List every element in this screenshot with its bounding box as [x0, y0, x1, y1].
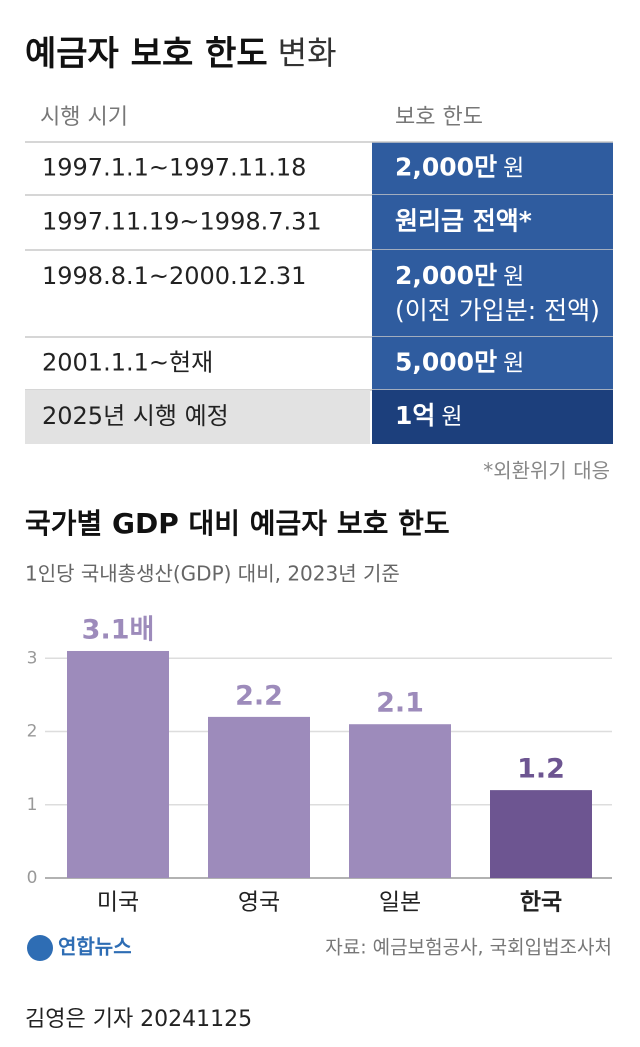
- logo-icon: [27, 935, 53, 961]
- title-bold: 예금자 보호 한도: [25, 34, 268, 74]
- value-label: 2.1: [376, 688, 424, 719]
- cell-bg: [372, 142, 613, 195]
- y-tick-label: 1: [27, 795, 38, 815]
- limit-bold: 1억: [395, 401, 435, 430]
- period: 2025년 시행 예정: [42, 402, 229, 430]
- limit-bold: 2,000만: [395, 261, 497, 290]
- period: 1997.11.19~1998.7.31: [42, 208, 322, 236]
- column-header: 보호 한도: [395, 105, 483, 130]
- table: 1997.1.1~1997.11.18 2,000만 원1997.11.19~199…: [25, 141, 613, 444]
- value-label: 2.2: [235, 680, 283, 711]
- note: *외환위기 대응: [483, 459, 610, 483]
- value-label: 3.1배: [82, 614, 155, 645]
- limit: 2,000만 원: [395, 153, 524, 182]
- x-tick-label: 한국: [520, 890, 562, 916]
- limit: 5,000만 원: [395, 348, 524, 377]
- period: 2001.1.1~현재: [42, 349, 213, 377]
- bar: [490, 790, 592, 878]
- source: 자료: 예금보험공사, 국회입법조사처: [325, 937, 612, 959]
- y-tick-label: 3: [27, 648, 38, 668]
- cell-bg: [372, 337, 613, 390]
- limit: 원리금 전액*: [395, 207, 532, 236]
- credit: 김영은 기자 20241125: [25, 1007, 252, 1032]
- title: 예금자 보호 한도 변화: [25, 34, 337, 74]
- value-label: 1.2: [517, 754, 565, 785]
- row-bg: [25, 390, 370, 444]
- period: 1997.1.1~1997.11.18: [42, 154, 306, 182]
- limit-bold: 2,000만: [395, 153, 497, 182]
- y-tick-label: 2: [27, 722, 38, 742]
- limit-unit: 원: [503, 350, 524, 376]
- limit-bold: 원리금 전액*: [395, 207, 532, 236]
- limit-unit: 원: [503, 155, 524, 181]
- y-tick-label: 0: [27, 868, 38, 888]
- column-header: 시행 시기: [40, 105, 128, 130]
- cell-bg: [372, 250, 613, 337]
- bar: [67, 650, 169, 878]
- x-tick-label: 일본: [379, 890, 421, 916]
- chart-subtitle: 1인당 국내총생산(GDP) 대비, 2023년 기준: [25, 562, 400, 586]
- limit: 2,000만 원: [395, 261, 524, 290]
- chart-title: 국가별 GDP 대비 예금자 보호 한도: [25, 507, 450, 540]
- limit-note: (이전 가입분: 전액): [395, 296, 600, 325]
- title-rest: 변화: [278, 34, 337, 72]
- logo: 연합뉴스: [58, 935, 132, 959]
- period: 1998.8.1~2000.12.31: [42, 262, 306, 290]
- x-tick-label: 미국: [97, 890, 139, 916]
- bar: [208, 716, 310, 878]
- limit: 1억 원: [395, 401, 463, 430]
- limit-bold: 5,000만: [395, 348, 497, 377]
- bar: [349, 724, 451, 878]
- x-tick-label: 영국: [238, 890, 280, 916]
- cell-bg: [372, 390, 613, 444]
- limit-unit: 원: [441, 404, 462, 430]
- limit-unit: 원: [503, 264, 524, 290]
- cell-bg: [372, 195, 613, 250]
